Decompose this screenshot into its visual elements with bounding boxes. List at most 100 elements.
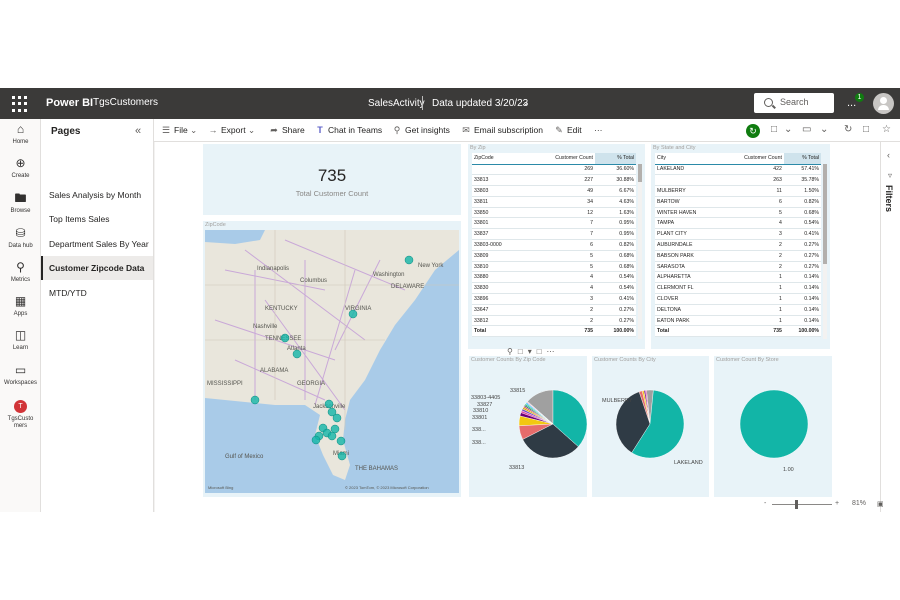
table-row[interactable]: AUBURNDALE 2 0.27% xyxy=(655,239,821,251)
map-point[interactable] xyxy=(250,395,260,405)
table-row[interactable]: EATON PARK 1 0.14% xyxy=(655,315,821,327)
refresh-icon[interactable]: ↻ xyxy=(746,124,760,138)
nav-workspaces[interactable]: ▭ Workspaces xyxy=(0,364,41,387)
notification-badge[interactable]: 1 xyxy=(855,93,864,102)
zoom-in-button[interactable]: + xyxy=(835,500,840,507)
map-point[interactable] xyxy=(292,349,302,359)
city-table-visual[interactable]: By State and City City Customer Count % … xyxy=(651,144,830,349)
table-row[interactable]: TAMPA 4 0.54% xyxy=(655,217,821,230)
nav-learn[interactable]: ◫ Learn xyxy=(0,329,41,352)
brand-label[interactable]: Power BI xyxy=(46,97,94,109)
pie-slice[interactable] xyxy=(631,389,685,459)
pie-city-visual[interactable]: Customer Counts By City MULBERRY LAKELAN… xyxy=(592,356,709,497)
nav-metrics[interactable]: ⚲ Metrics xyxy=(0,261,41,284)
avatar[interactable] xyxy=(873,93,894,114)
pie-slice[interactable] xyxy=(552,389,587,447)
zip-table-scroll-thumb[interactable] xyxy=(638,164,642,182)
reload-icon[interactable]: ↻ xyxy=(844,124,853,135)
table-row[interactable]: 33896 3 0.41% xyxy=(472,293,636,305)
page-item-mtd-ytd[interactable]: MTD/YTD xyxy=(49,288,87,298)
chat-in-teams-button[interactable]: T Chat in Teams xyxy=(315,125,382,135)
table-row[interactable]: 263 35.78% xyxy=(655,174,821,187)
table-row[interactable]: 33880 4 0.54% xyxy=(472,271,636,284)
table-row[interactable]: PLANT CITY 3 0.41% xyxy=(655,228,821,241)
map-point[interactable] xyxy=(280,333,290,343)
page-item-department-sales[interactable]: Department Sales By Year xyxy=(49,239,149,249)
zoom-slider-thumb[interactable] xyxy=(795,500,798,509)
filters-pane[interactable]: ‹ ▿ Filters xyxy=(880,142,900,512)
table-row[interactable]: CLOVER 1 0.14% xyxy=(655,293,821,305)
nav-create[interactable]: ⊕ Create xyxy=(0,157,41,180)
col-customer-count[interactable]: Customer Count xyxy=(720,153,784,165)
pie-city-chart[interactable]: MULBERRY LAKELAND xyxy=(592,366,709,496)
table-row[interactable]: 33812 2 0.27% xyxy=(472,315,636,327)
table-row[interactable]: 33803 49 6.67% xyxy=(472,185,636,197)
col-pct-total[interactable]: % Total xyxy=(595,153,636,165)
email-subscription-button[interactable]: ✉ Email subscription xyxy=(461,125,543,136)
table-row[interactable]: 33809 5 0.68% xyxy=(472,250,636,262)
map-point[interactable] xyxy=(348,309,358,319)
table-row[interactable]: 33837 7 0.95% xyxy=(472,228,636,241)
table-row[interactable]: ALPHARETTA 1 0.14% xyxy=(655,271,821,284)
table-row[interactable]: BABSON PARK 2 0.27% xyxy=(655,250,821,262)
col-customer-count[interactable]: Customer Count xyxy=(525,153,595,165)
comment-icon[interactable]: □ xyxy=(863,124,870,135)
pie-slice[interactable] xyxy=(739,389,809,459)
zoom-slider[interactable] xyxy=(772,504,832,505)
city-table-scroll-thumb[interactable] xyxy=(823,164,827,264)
nav-current-workspace[interactable]: T TgsCustomers xyxy=(0,400,41,430)
workspace-link[interactable]: TgsCustomers xyxy=(93,97,159,108)
more-options-button[interactable]: ... xyxy=(847,97,857,109)
share-button[interactable]: ➦ Share xyxy=(269,125,304,136)
visual-header-icons[interactable]: ⚲□▾□⋯ xyxy=(507,347,560,356)
map-canvas[interactable]: Indianapolis Columbus New York KENTUCKY … xyxy=(205,230,459,493)
col-pct-total[interactable]: % Total xyxy=(783,153,821,165)
table-row[interactable]: DELTONA 1 0.14% xyxy=(655,304,821,316)
table-row[interactable]: 33813 227 30.88% xyxy=(472,174,636,187)
table-row[interactable]: WINTER HAVEN 5 0.68% xyxy=(655,207,821,219)
map-point[interactable] xyxy=(337,451,347,461)
pie-zip-visual[interactable]: Customer Counts By Zip Code 33815 33803-… xyxy=(469,356,587,497)
table-row[interactable]: 33647 2 0.27% xyxy=(472,304,636,316)
table-row[interactable]: CLERMONT FL 1 0.14% xyxy=(655,282,821,295)
fit-page-icon[interactable]: ▣ xyxy=(877,501,884,508)
table-row[interactable]: 269 36.60% xyxy=(472,164,636,176)
col-zipcode[interactable]: ZipCode xyxy=(472,153,526,165)
data-updated-label[interactable]: Data updated 3/20/23 xyxy=(432,98,529,109)
filters-label[interactable]: Filters xyxy=(884,185,894,213)
collapse-pages-icon[interactable]: « xyxy=(135,125,142,137)
chevron-down-icon[interactable]: ⌄ xyxy=(784,124,793,135)
map-point[interactable] xyxy=(336,436,346,446)
table-row[interactable]: 33811 34 4.63% xyxy=(472,196,636,208)
table-row[interactable]: 33810 5 0.68% xyxy=(472,261,636,273)
bookmark-icon[interactable]: □ xyxy=(771,124,778,135)
col-city[interactable]: City xyxy=(655,153,721,165)
get-insights-button[interactable]: ⚲ Get insights xyxy=(392,125,450,136)
table-row[interactable]: LAKELAND 422 57.41% xyxy=(655,164,821,176)
file-menu[interactable]: ☰ File ⌄ xyxy=(161,125,197,136)
nav-browse[interactable]: 🖿 Browse xyxy=(0,192,41,215)
table-row[interactable]: BARTOW 6 0.82% xyxy=(655,196,821,208)
total-customer-card[interactable]: 735 Total Customer Count xyxy=(203,144,461,215)
app-launcher-icon[interactable] xyxy=(12,96,28,112)
nav-apps[interactable]: ▦ Apps xyxy=(0,295,41,318)
table-row[interactable]: 33830 4 0.54% xyxy=(472,282,636,295)
view-icon[interactable]: ▭ xyxy=(802,124,812,135)
zip-table-scrollbar[interactable] xyxy=(638,164,642,339)
table-row[interactable]: 33850 12 1.63% xyxy=(472,207,636,219)
map-point[interactable] xyxy=(330,424,340,434)
search-input[interactable]: Search xyxy=(754,93,834,113)
chevron-down-icon[interactable]: ⌄ xyxy=(522,97,530,107)
pie-slice[interactable] xyxy=(522,423,579,459)
more-toolbar-button[interactable]: ··· xyxy=(594,125,603,135)
page-item-sales-analysis[interactable]: Sales Analysis by Month xyxy=(49,190,142,200)
map-point[interactable] xyxy=(327,407,337,417)
pie-store-visual[interactable]: Customer Count By Store 1.00 xyxy=(714,356,832,497)
export-menu[interactable]: → Export ⌄ xyxy=(208,125,256,136)
favorite-icon[interactable]: ☆ xyxy=(882,124,891,135)
table-row[interactable]: 33803-0000 6 0.82% xyxy=(472,239,636,251)
map-point[interactable] xyxy=(311,435,321,445)
pie-zip-chart[interactable]: 33815 33803-4405 33827 33810 33801 338..… xyxy=(469,366,587,496)
city-table-scrollbar[interactable] xyxy=(823,164,827,339)
map-point[interactable] xyxy=(324,399,334,409)
